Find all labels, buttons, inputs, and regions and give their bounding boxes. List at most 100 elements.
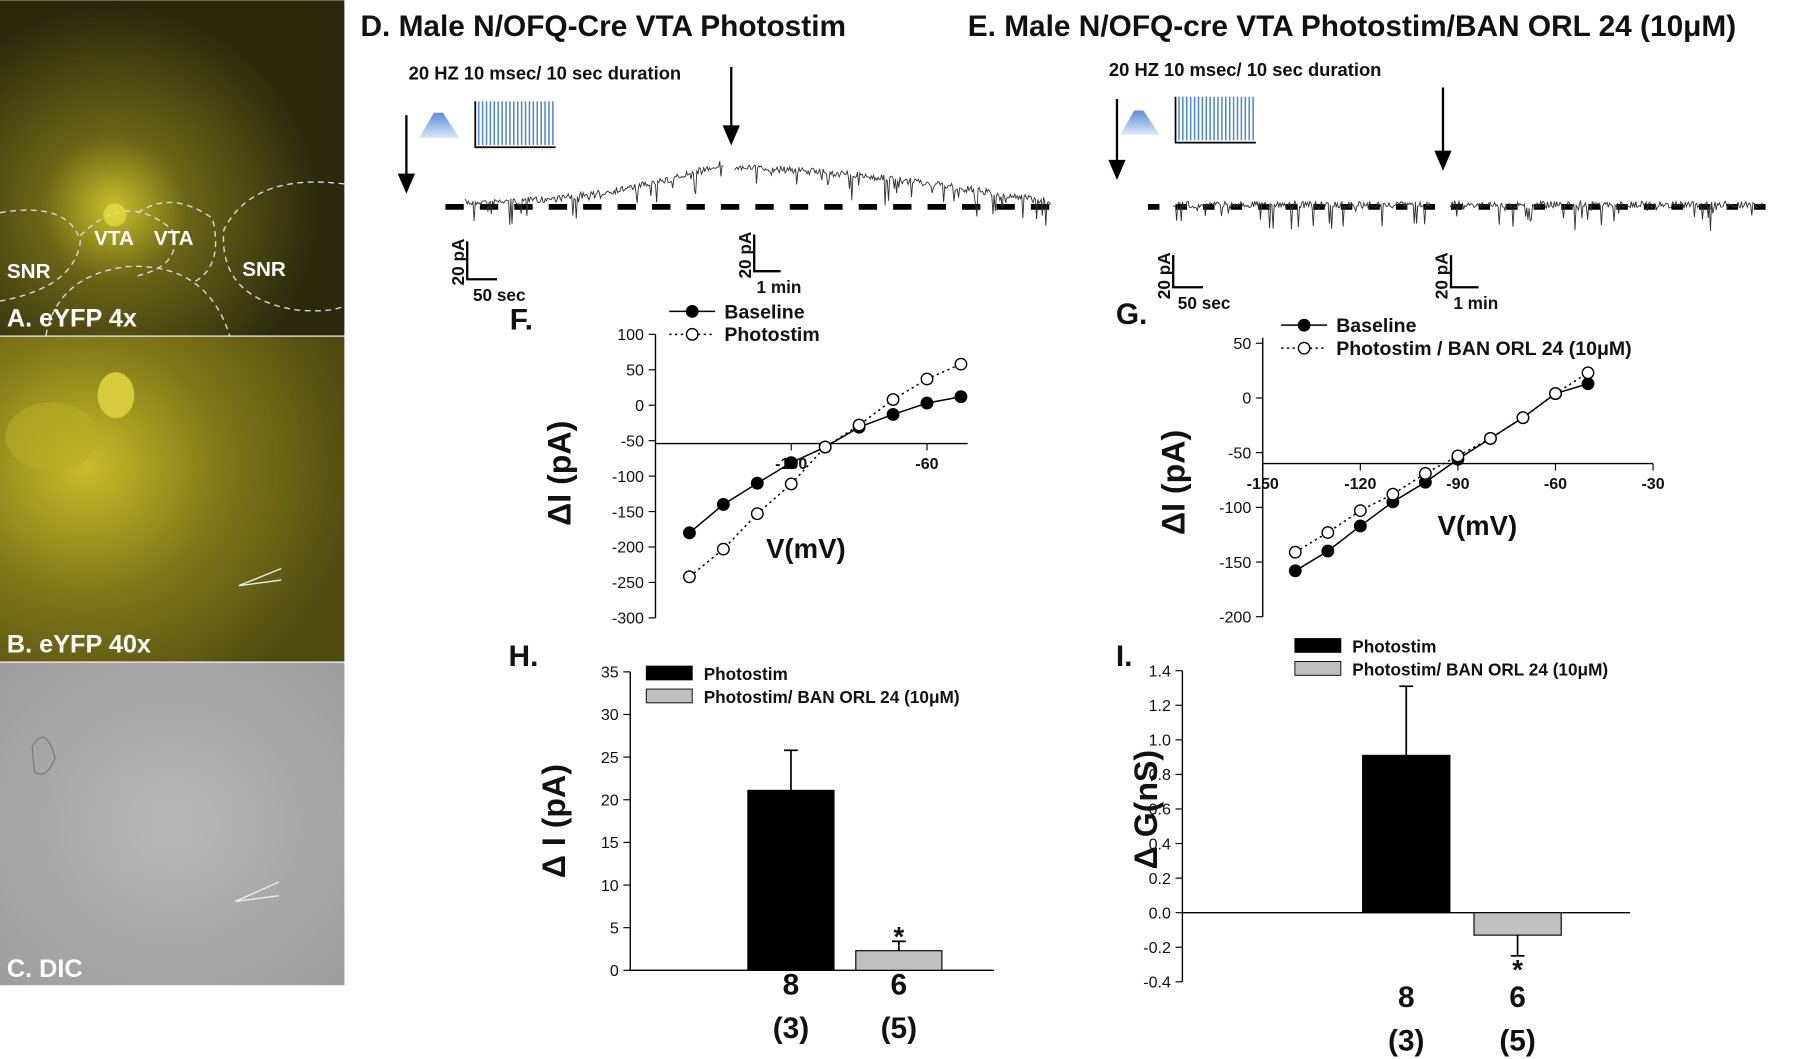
scale-label: 20 pA	[1154, 252, 1174, 299]
data-point	[1581, 366, 1595, 380]
category-label: 8	[783, 968, 800, 1001]
significance-mark: *	[893, 921, 904, 952]
data-point	[682, 526, 696, 540]
legend-label: Photostim	[724, 324, 819, 346]
y-tick-label: -50	[621, 432, 644, 450]
y-tick-label: 0.6	[1149, 801, 1171, 819]
y-tick-label: 0.2	[1149, 870, 1171, 888]
legend-swatch	[645, 688, 693, 704]
scale-label: 20 pA	[1432, 252, 1452, 299]
legend-label: Photostim / BAN ORL 24 (10μM)	[1336, 338, 1631, 360]
legend-label: Photostim/ BAN ORL 24 (10μM)	[1352, 659, 1608, 679]
x-tick-label: -30	[1641, 475, 1664, 493]
cell-outline	[31, 736, 56, 775]
stimulus-icons	[419, 96, 1256, 149]
panel-label: H.	[509, 640, 539, 673]
data-point	[886, 393, 900, 406]
scale-label: 50 sec	[1178, 293, 1231, 313]
panel-label: G.	[1116, 298, 1148, 331]
legend-marker	[1297, 318, 1311, 332]
y-tick-label: -0.2	[1143, 939, 1171, 957]
image-c	[0, 662, 345, 986]
pulse-train	[474, 101, 556, 149]
panel-title: E. Male N/OFQ-cre VTA Photostim/BAN ORL …	[968, 10, 1736, 43]
y-tick-label: -150	[612, 503, 644, 521]
region-label: VTA	[94, 227, 134, 250]
x-tick-label: -150	[1247, 475, 1279, 493]
data-point	[1288, 545, 1302, 559]
data-point	[784, 456, 798, 470]
trace	[1449, 199, 1763, 231]
category-label: 6	[1509, 981, 1526, 1014]
data-point	[1321, 544, 1335, 558]
data-point	[1549, 387, 1562, 401]
panel-label: F.	[510, 304, 533, 337]
legend-label: Baseline	[1336, 315, 1416, 337]
category-label: 8	[1398, 981, 1415, 1014]
x-axis-label: V(mV)	[766, 533, 846, 564]
y-tick-label: 10	[601, 877, 619, 895]
y-tick-label: 0.4	[1149, 835, 1171, 853]
data-point	[920, 372, 934, 386]
data-point	[716, 498, 730, 511]
pulse-frame	[1174, 96, 1256, 144]
y-tick-label: -50	[1228, 444, 1251, 462]
x-tick-label: -60	[915, 455, 938, 473]
image-b	[0, 336, 345, 662]
y-tick-label: 30	[601, 706, 619, 724]
scale-label: 20 pA	[735, 232, 755, 279]
data-point	[1516, 411, 1530, 425]
legend-label: Baseline	[724, 301, 804, 323]
data-point	[1451, 449, 1465, 463]
y-tick-label: 50	[1233, 335, 1251, 353]
y-tick-label: 1.0	[1149, 732, 1171, 750]
scale-label: 1 min	[757, 277, 802, 297]
legend-swatch	[1294, 638, 1342, 653]
glow	[103, 203, 127, 227]
scale-bars	[466, 234, 1479, 289]
y-tick-label: -300	[612, 610, 644, 628]
y-tick-label: 1.2	[1149, 697, 1171, 715]
category-sublabel: (3)	[773, 1012, 809, 1045]
y-tick-label: 100	[617, 326, 644, 344]
stimulus-label: 20 HZ 10 msec/ 10 sec duration	[1109, 59, 1381, 80]
bar	[1362, 754, 1451, 914]
lamp	[1120, 110, 1160, 135]
series-line	[1294, 383, 1589, 572]
scale-label: 20 pA	[448, 239, 468, 286]
y-tick-label: 0.8	[1149, 766, 1171, 784]
data-point	[1581, 377, 1595, 391]
data-point	[716, 542, 730, 556]
legend-label: Photostim	[1352, 636, 1436, 656]
y-axis-label: ΔI (pA)	[542, 421, 578, 526]
current-traces	[464, 161, 1763, 231]
scale-label: 1 min	[1453, 293, 1498, 313]
bar	[747, 789, 835, 971]
region-label: VTA	[154, 227, 194, 250]
y-tick-label: 50	[626, 362, 644, 380]
data-point	[818, 440, 832, 454]
bar	[1473, 912, 1562, 936]
y-axis-label: Δ I (pA)	[536, 764, 572, 878]
y-tick-label: -200	[1219, 608, 1251, 626]
y-tick-label: -150	[1219, 554, 1251, 572]
legend-marker	[1297, 341, 1311, 355]
legend-swatch	[1294, 661, 1342, 676]
y-tick-label: 25	[601, 749, 619, 767]
pulse-frame	[474, 101, 556, 149]
data-point	[750, 507, 764, 521]
x-tick-label: -120	[1344, 475, 1376, 493]
y-axis-label: Δ G(nS)	[1128, 750, 1164, 869]
pipette	[235, 881, 280, 903]
image-panels: SNR VTA VTA SNR A. eYFP 4x B. eYFP 40x C…	[0, 0, 345, 986]
y-tick-label: 0.0	[1149, 904, 1171, 922]
significance-mark: *	[1512, 954, 1523, 985]
region-label: SNR	[7, 260, 51, 283]
legend-label: Photostim/ BAN ORL 24 (10μM)	[704, 687, 960, 707]
image-label: B. eYFP 40x	[7, 630, 151, 658]
y-tick-label: -100	[1219, 499, 1251, 517]
image-a	[0, 0, 345, 336]
stimulus-label: 20 HZ 10 msec/ 10 sec duration	[409, 63, 681, 84]
panel-title: D. Male N/OFQ-Cre VTA Photostim	[360, 10, 846, 43]
image-label: C. DIC	[7, 955, 83, 983]
